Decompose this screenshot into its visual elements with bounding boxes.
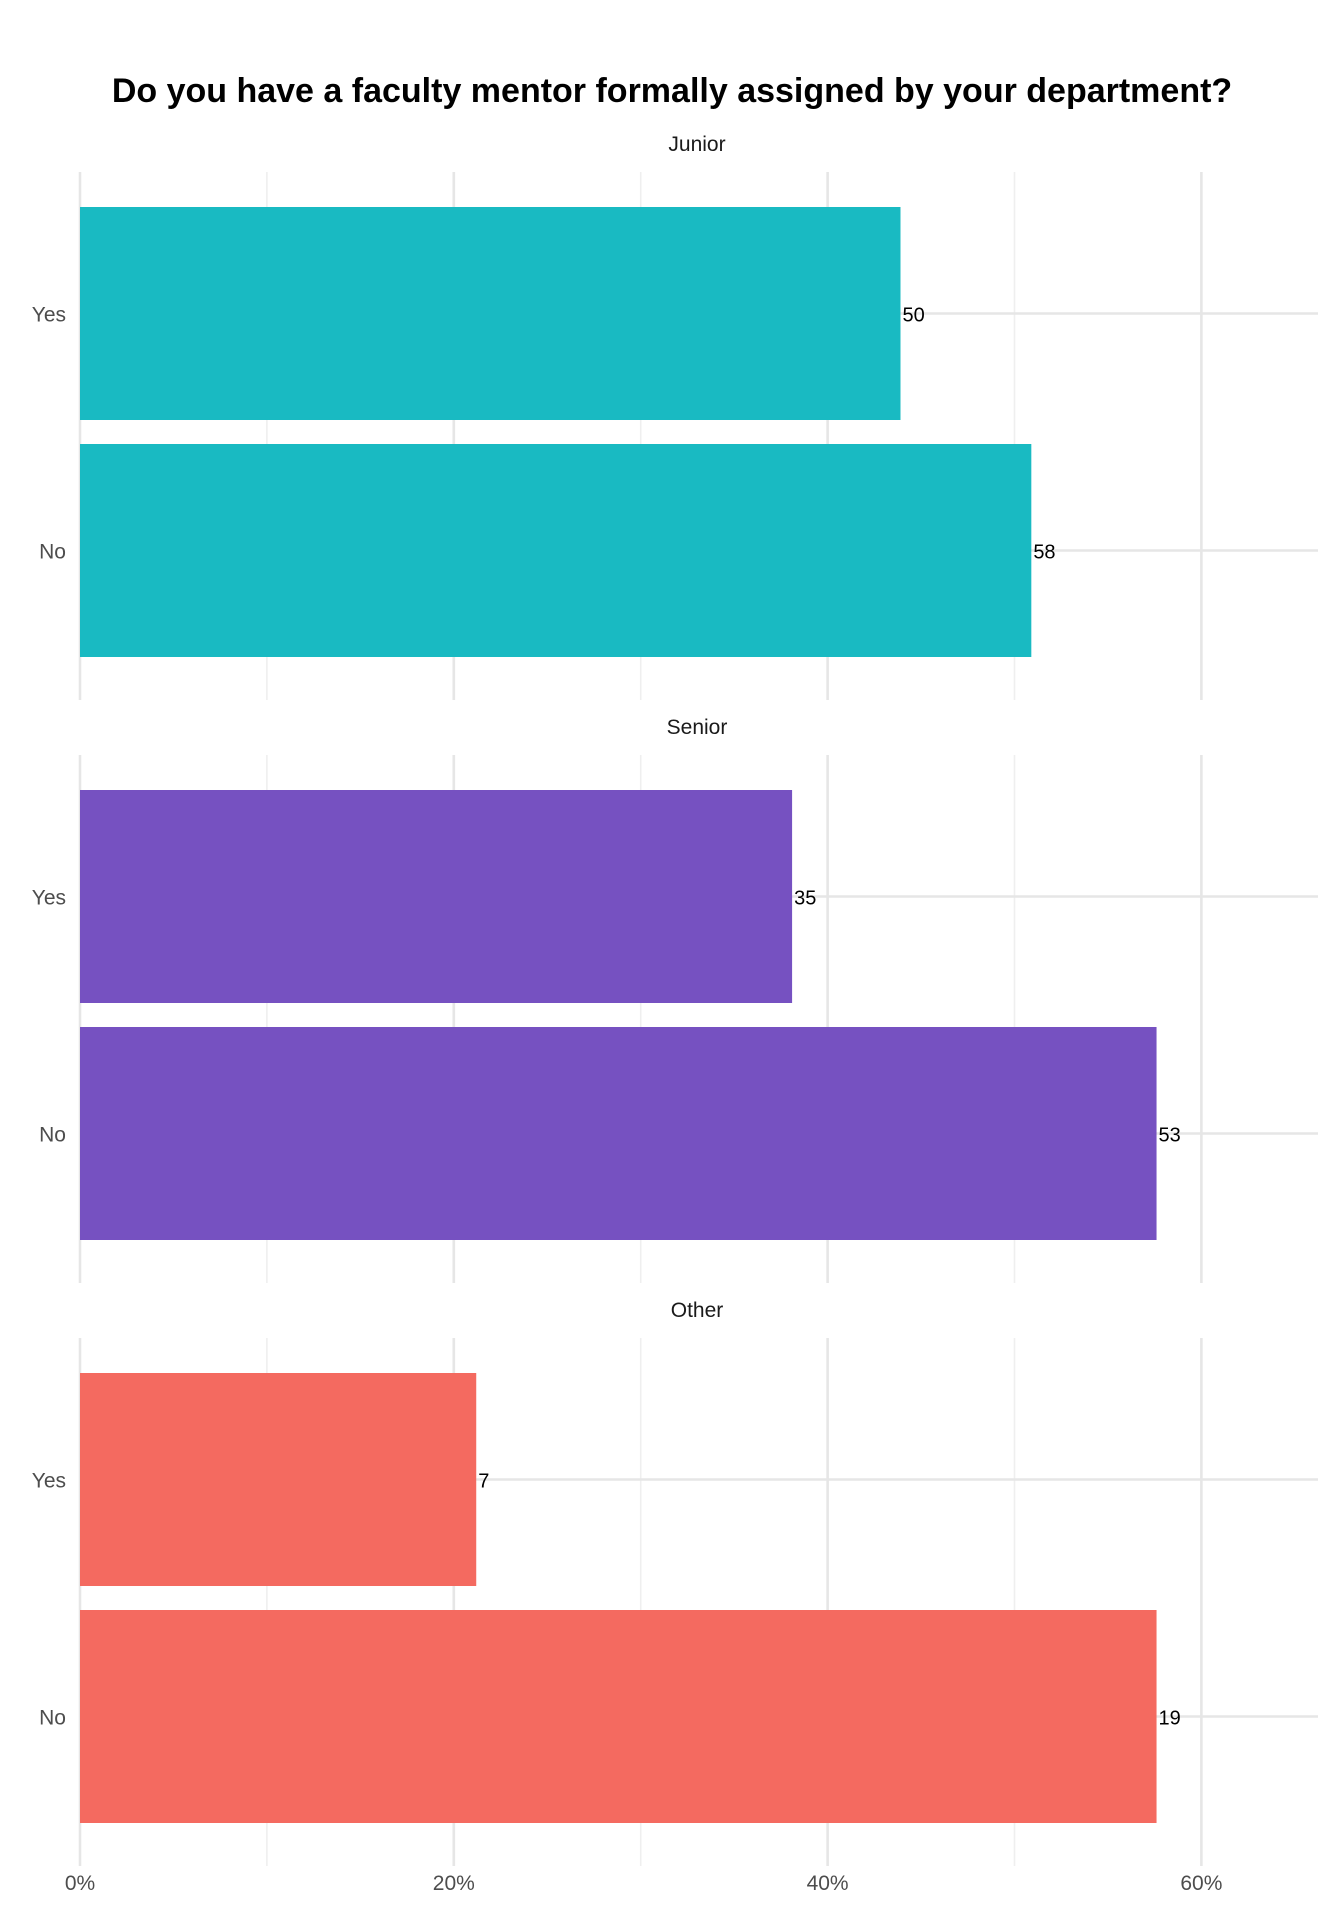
facets-layer: Junior Yes 50 No 58 Senior Yes 35 No 53 Other Yes 7 N… (32, 133, 1318, 1866)
data-label: 58 (1033, 542, 1055, 564)
data-label: 19 (1159, 1708, 1181, 1730)
bar-other-yes (80, 1373, 477, 1586)
bar-other-no (80, 1610, 1157, 1823)
x-axis: 0% 20% 40% 60% (65, 1872, 1223, 1895)
data-label: 50 (902, 305, 924, 327)
category-label: Yes (32, 304, 66, 327)
chart-title: Do you have a faculty mentor formally as… (111, 72, 1233, 110)
facet-label: Other (671, 1299, 724, 1322)
facet-panel-senior: Senior Yes 35 No 53 (32, 716, 1318, 1283)
bar-senior-no (80, 1027, 1157, 1240)
facet-panel-other: Other Yes 7 No 19 (32, 1299, 1318, 1866)
category-label: Yes (32, 887, 66, 910)
bar-senior-yes (80, 790, 793, 1003)
category-label: No (39, 1707, 66, 1730)
data-label: 7 (478, 1471, 489, 1493)
category-label: No (39, 541, 66, 564)
facet-label: Junior (668, 133, 725, 156)
x-tick-label: 0% (65, 1872, 95, 1895)
category-label: No (39, 1124, 66, 1147)
x-tick-label: 60% (1180, 1872, 1222, 1895)
x-tick-label: 20% (433, 1872, 475, 1895)
facet-label: Senior (667, 716, 728, 739)
data-label: 53 (1159, 1125, 1181, 1147)
bar-junior-no (80, 444, 1032, 657)
category-label: Yes (32, 1470, 66, 1493)
x-tick-label: 40% (807, 1872, 849, 1895)
data-label: 35 (794, 888, 816, 910)
bar-junior-yes (80, 207, 901, 420)
facet-panel-junior: Junior Yes 50 No 58 (32, 133, 1318, 700)
